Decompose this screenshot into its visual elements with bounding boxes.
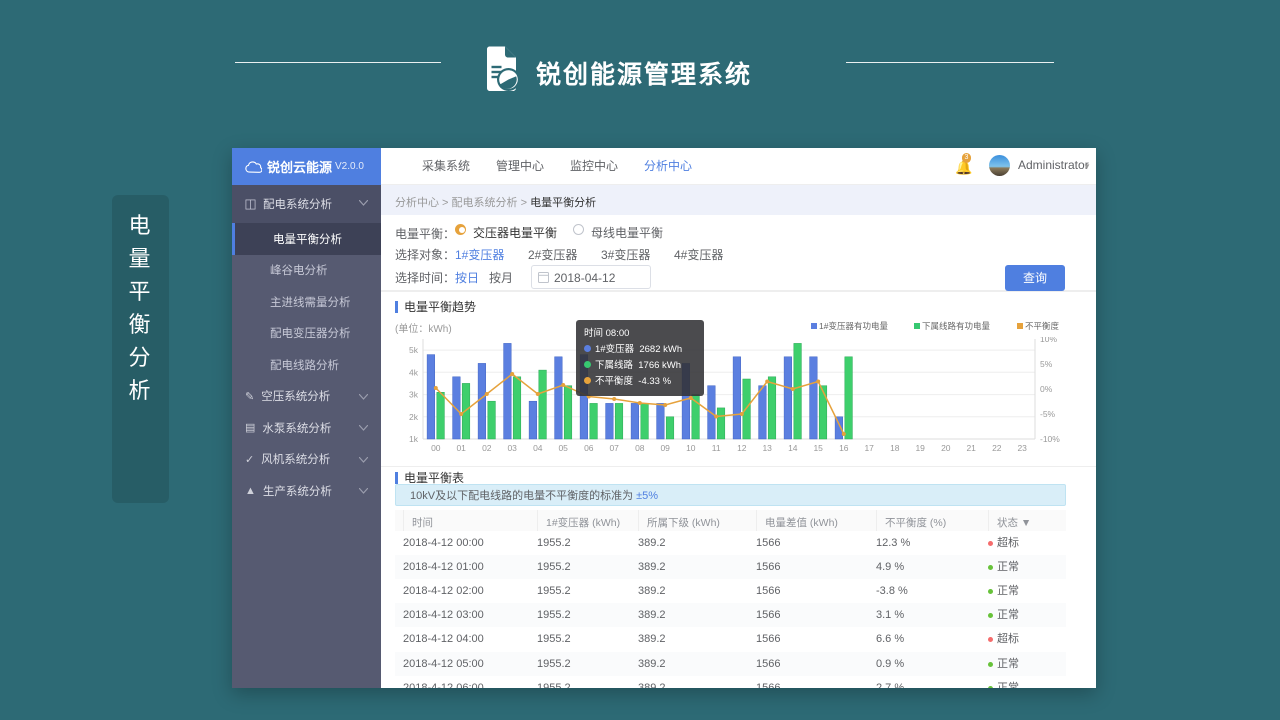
svg-text:09: 09 [660,443,670,453]
svg-text:05: 05 [558,443,568,453]
svg-text:13: 13 [762,443,772,453]
svg-text:14: 14 [788,443,798,453]
svg-text:11: 11 [712,443,721,453]
svg-text:19: 19 [915,443,925,453]
svg-text:10: 10 [686,443,696,453]
svg-text:03: 03 [507,443,517,453]
svg-text:-5%: -5% [1040,409,1056,419]
svg-text:16: 16 [839,443,849,453]
svg-text:2k: 2k [409,412,419,422]
svg-text:18: 18 [890,443,900,453]
svg-text:20: 20 [941,443,951,453]
svg-text:10%: 10% [1040,337,1057,344]
svg-text:04: 04 [533,443,543,453]
svg-text:17: 17 [864,443,874,453]
svg-text:5k: 5k [409,345,419,355]
svg-text:07: 07 [609,443,619,453]
svg-text:02: 02 [482,443,492,453]
svg-text:12: 12 [737,443,747,453]
svg-text:4k: 4k [409,367,419,377]
svg-text:08: 08 [635,443,645,453]
svg-text:06: 06 [584,443,594,453]
svg-text:22: 22 [992,443,1002,453]
svg-text:01: 01 [456,443,466,453]
svg-text:1k: 1k [409,434,419,444]
svg-text:5%: 5% [1040,359,1053,369]
svg-text:00: 00 [431,443,441,453]
svg-text:0%: 0% [1040,384,1053,394]
svg-text:-10%: -10% [1040,434,1060,444]
svg-text:23: 23 [1017,443,1027,453]
svg-text:21: 21 [966,443,976,453]
svg-text:3k: 3k [409,390,419,400]
svg-text:15: 15 [813,443,823,453]
